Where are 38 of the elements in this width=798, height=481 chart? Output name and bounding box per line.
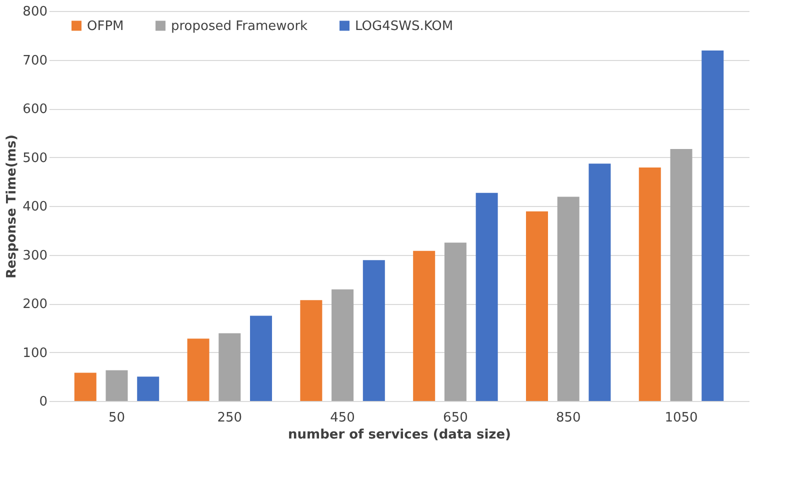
bar <box>413 250 436 401</box>
bar <box>444 242 466 401</box>
y-tick-label: 600 <box>22 102 48 117</box>
y-tick-label: 200 <box>22 297 48 312</box>
bar <box>332 289 354 401</box>
bar <box>526 211 548 401</box>
bar <box>638 167 661 401</box>
bar <box>588 164 611 401</box>
y-tick-label: 400 <box>22 200 48 214</box>
x-tick-label: 850 <box>556 410 581 426</box>
bar <box>137 376 160 401</box>
bar <box>218 333 241 401</box>
bar <box>557 196 580 401</box>
x-axis-title: number of services (data size) <box>288 428 511 442</box>
x-tick-label: 50 <box>108 410 126 426</box>
legend-label: OFPM <box>87 18 124 34</box>
bar <box>670 148 692 401</box>
y-tick-label: 800 <box>22 4 48 20</box>
bar <box>476 192 498 401</box>
bar <box>187 338 210 401</box>
y-tick-label: 100 <box>22 346 48 361</box>
y-tick-label: 0 <box>39 394 48 410</box>
x-tick-label: 650 <box>443 410 468 426</box>
bar <box>300 300 322 401</box>
y-axis-title: Response Time(ms) <box>4 134 20 278</box>
y-tick-label: 700 <box>22 53 48 68</box>
x-tick-label: 450 <box>330 410 355 426</box>
bar <box>74 372 96 401</box>
bar <box>106 370 128 401</box>
bar <box>702 50 724 401</box>
x-tick-label: 1050 <box>664 410 698 426</box>
bar <box>250 316 272 401</box>
legend-label: LOG4SWS.KOM <box>355 18 454 34</box>
bar <box>362 260 385 401</box>
y-tick-label: 500 <box>22 150 48 166</box>
x-tick-label: 250 <box>217 410 242 426</box>
y-tick-label: 300 <box>22 248 48 264</box>
legend-label: proposed Framework <box>171 18 308 34</box>
